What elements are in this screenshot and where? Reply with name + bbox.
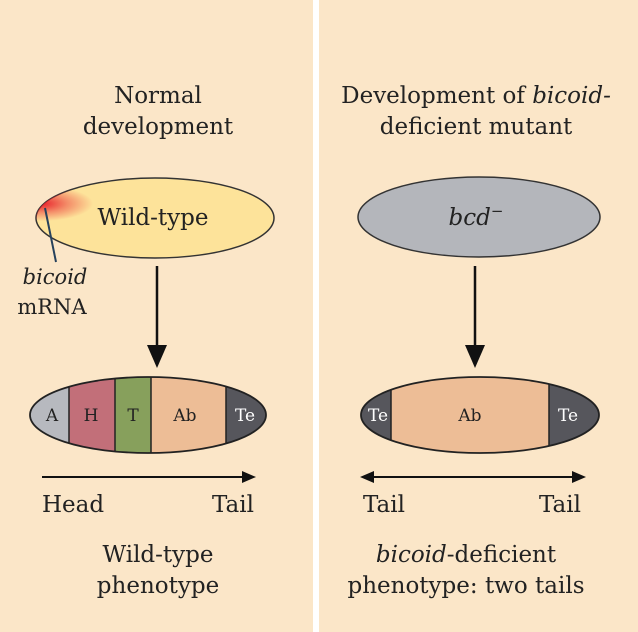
right-title-line2: deficient mutant [380, 114, 573, 140]
down-arrow-left [147, 266, 167, 368]
wildtype-egg: Wild-type [35, 177, 275, 259]
panel-divider [313, 0, 319, 632]
axis-label-tail-1: Tail [363, 492, 405, 518]
bicoid-mrna-gradient [36, 178, 274, 258]
axis-label-head: Head [42, 492, 104, 518]
segment-label-H: H [84, 406, 99, 426]
segment-label-Te: Te [235, 406, 255, 426]
segment-label-Ab-mutant: Ab [457, 406, 481, 426]
mrna-label: mRNA [17, 295, 87, 319]
axis-label-tail-2: Tail [539, 492, 581, 518]
right-phenotype-line2: phenotype: two tails [348, 573, 585, 599]
axis-label-tail-left: Tail [212, 492, 254, 518]
left-title-line1: Normal [114, 83, 202, 109]
mrna-label-italic: bicoid [23, 265, 88, 289]
segment-label-Te-left: Te [368, 406, 388, 426]
mutant-egg-label: bcd− [449, 202, 504, 231]
segment-label-A: A [45, 406, 59, 426]
left-title-line2: development [83, 114, 234, 140]
segment-label-T: T [127, 406, 139, 426]
right-panel [318, 0, 638, 632]
left-phenotype-line1: Wild-type [102, 542, 213, 568]
mrna-pointer-line [44, 207, 57, 263]
segment-label-Te-right: Te [558, 406, 578, 426]
mutant-egg: bcd− [357, 176, 601, 258]
left-phenotype-line2: phenotype [97, 573, 219, 599]
down-arrow-right [465, 266, 485, 368]
tail-tail-axis [360, 471, 586, 483]
segment-Ab [151, 377, 226, 453]
head-tail-axis [42, 471, 256, 483]
wildtype-egg-label: Wild-type [97, 205, 208, 231]
segment-H [69, 377, 115, 453]
segment-label-Ab: Ab [172, 406, 196, 426]
right-phenotype-line1: bicoid-deficient [376, 542, 557, 568]
segment-Ab-mutant [391, 377, 549, 453]
right-title-line1: Development of bicoid- [341, 83, 611, 109]
segment-T [115, 377, 151, 453]
